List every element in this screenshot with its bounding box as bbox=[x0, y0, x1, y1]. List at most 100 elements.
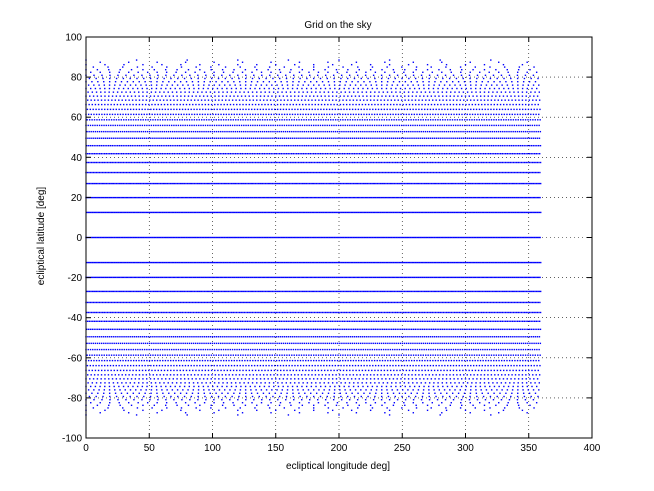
data-point bbox=[510, 108, 512, 111]
data-point bbox=[315, 113, 318, 116]
data-point bbox=[250, 196, 252, 199]
data-point bbox=[418, 261, 420, 264]
data-point bbox=[298, 182, 301, 185]
data-point bbox=[386, 236, 388, 239]
data-point bbox=[506, 68, 508, 71]
data-point bbox=[444, 119, 446, 121]
data-point bbox=[480, 161, 483, 164]
data-point bbox=[198, 261, 201, 264]
data-point bbox=[401, 261, 403, 264]
data-point bbox=[400, 144, 402, 147]
data-point bbox=[407, 161, 410, 164]
data-point bbox=[196, 182, 199, 185]
data-point bbox=[287, 59, 290, 61]
data-point bbox=[375, 261, 377, 264]
data-point bbox=[424, 103, 426, 106]
data-point bbox=[380, 171, 382, 174]
data-point bbox=[199, 130, 201, 133]
data-point bbox=[293, 119, 295, 121]
data-point bbox=[276, 84, 278, 86]
data-point bbox=[302, 103, 304, 106]
data-point bbox=[136, 152, 138, 155]
data-point bbox=[457, 182, 460, 185]
data-point bbox=[493, 196, 496, 199]
data-point bbox=[214, 99, 217, 101]
data-point bbox=[451, 87, 453, 90]
data-point bbox=[140, 236, 143, 239]
data-point bbox=[249, 130, 251, 133]
data-point bbox=[501, 236, 503, 239]
data-point bbox=[534, 91, 536, 93]
data-point bbox=[472, 68, 474, 71]
data-point bbox=[272, 152, 274, 155]
data-point bbox=[159, 196, 161, 199]
data-point bbox=[162, 81, 164, 83]
data-point bbox=[277, 236, 279, 239]
data-point bbox=[185, 182, 187, 185]
data-point bbox=[342, 236, 344, 239]
data-point bbox=[171, 91, 174, 93]
data-point bbox=[502, 130, 504, 133]
data-point bbox=[341, 152, 344, 155]
data-point bbox=[313, 171, 315, 174]
data-point bbox=[324, 137, 327, 139]
data-point bbox=[528, 182, 531, 185]
data-point bbox=[248, 211, 250, 214]
data-point bbox=[441, 61, 443, 63]
data-point bbox=[261, 161, 263, 164]
data-point bbox=[461, 196, 463, 199]
data-point bbox=[242, 99, 244, 101]
data-point bbox=[331, 108, 334, 111]
data-point bbox=[490, 182, 492, 185]
data-point bbox=[440, 211, 442, 214]
data-point bbox=[138, 95, 140, 97]
data-point bbox=[327, 103, 329, 106]
data-point bbox=[411, 211, 414, 214]
data-point bbox=[509, 137, 511, 139]
data-point bbox=[101, 119, 103, 121]
data-point bbox=[225, 137, 227, 139]
data-point bbox=[459, 84, 461, 86]
data-point bbox=[346, 108, 348, 111]
data-point bbox=[89, 95, 91, 97]
data-point bbox=[420, 130, 422, 133]
data-point bbox=[149, 161, 152, 164]
data-point bbox=[253, 108, 256, 111]
data-point bbox=[532, 196, 535, 199]
data-point bbox=[93, 113, 95, 116]
data-point bbox=[117, 182, 119, 185]
data-point bbox=[280, 161, 282, 164]
data-point bbox=[311, 130, 314, 133]
data-point bbox=[321, 236, 324, 239]
data-point bbox=[168, 81, 170, 83]
data-point bbox=[331, 99, 334, 101]
data-point bbox=[132, 130, 134, 133]
data-point bbox=[300, 144, 302, 147]
data-point bbox=[377, 261, 380, 264]
data-point bbox=[288, 211, 290, 214]
data-point bbox=[517, 137, 519, 139]
data-point bbox=[518, 124, 520, 127]
data-point bbox=[91, 261, 93, 264]
data-point bbox=[500, 124, 502, 127]
data-point bbox=[194, 211, 197, 214]
data-point bbox=[134, 95, 137, 97]
data-point bbox=[242, 261, 245, 264]
data-point bbox=[297, 236, 300, 239]
data-point bbox=[445, 95, 448, 97]
data-point bbox=[487, 182, 489, 185]
data-point bbox=[365, 137, 367, 139]
data-point bbox=[493, 211, 495, 214]
data-point bbox=[94, 103, 97, 106]
data-point bbox=[113, 236, 115, 239]
data-point bbox=[226, 171, 228, 174]
data-point bbox=[260, 71, 263, 73]
data-point bbox=[498, 71, 500, 73]
data-point bbox=[378, 119, 381, 121]
data-point bbox=[218, 196, 220, 199]
data-point bbox=[195, 103, 197, 106]
data-point bbox=[516, 113, 519, 116]
data-point bbox=[178, 137, 181, 139]
data-point bbox=[489, 77, 492, 80]
data-point bbox=[102, 261, 105, 264]
